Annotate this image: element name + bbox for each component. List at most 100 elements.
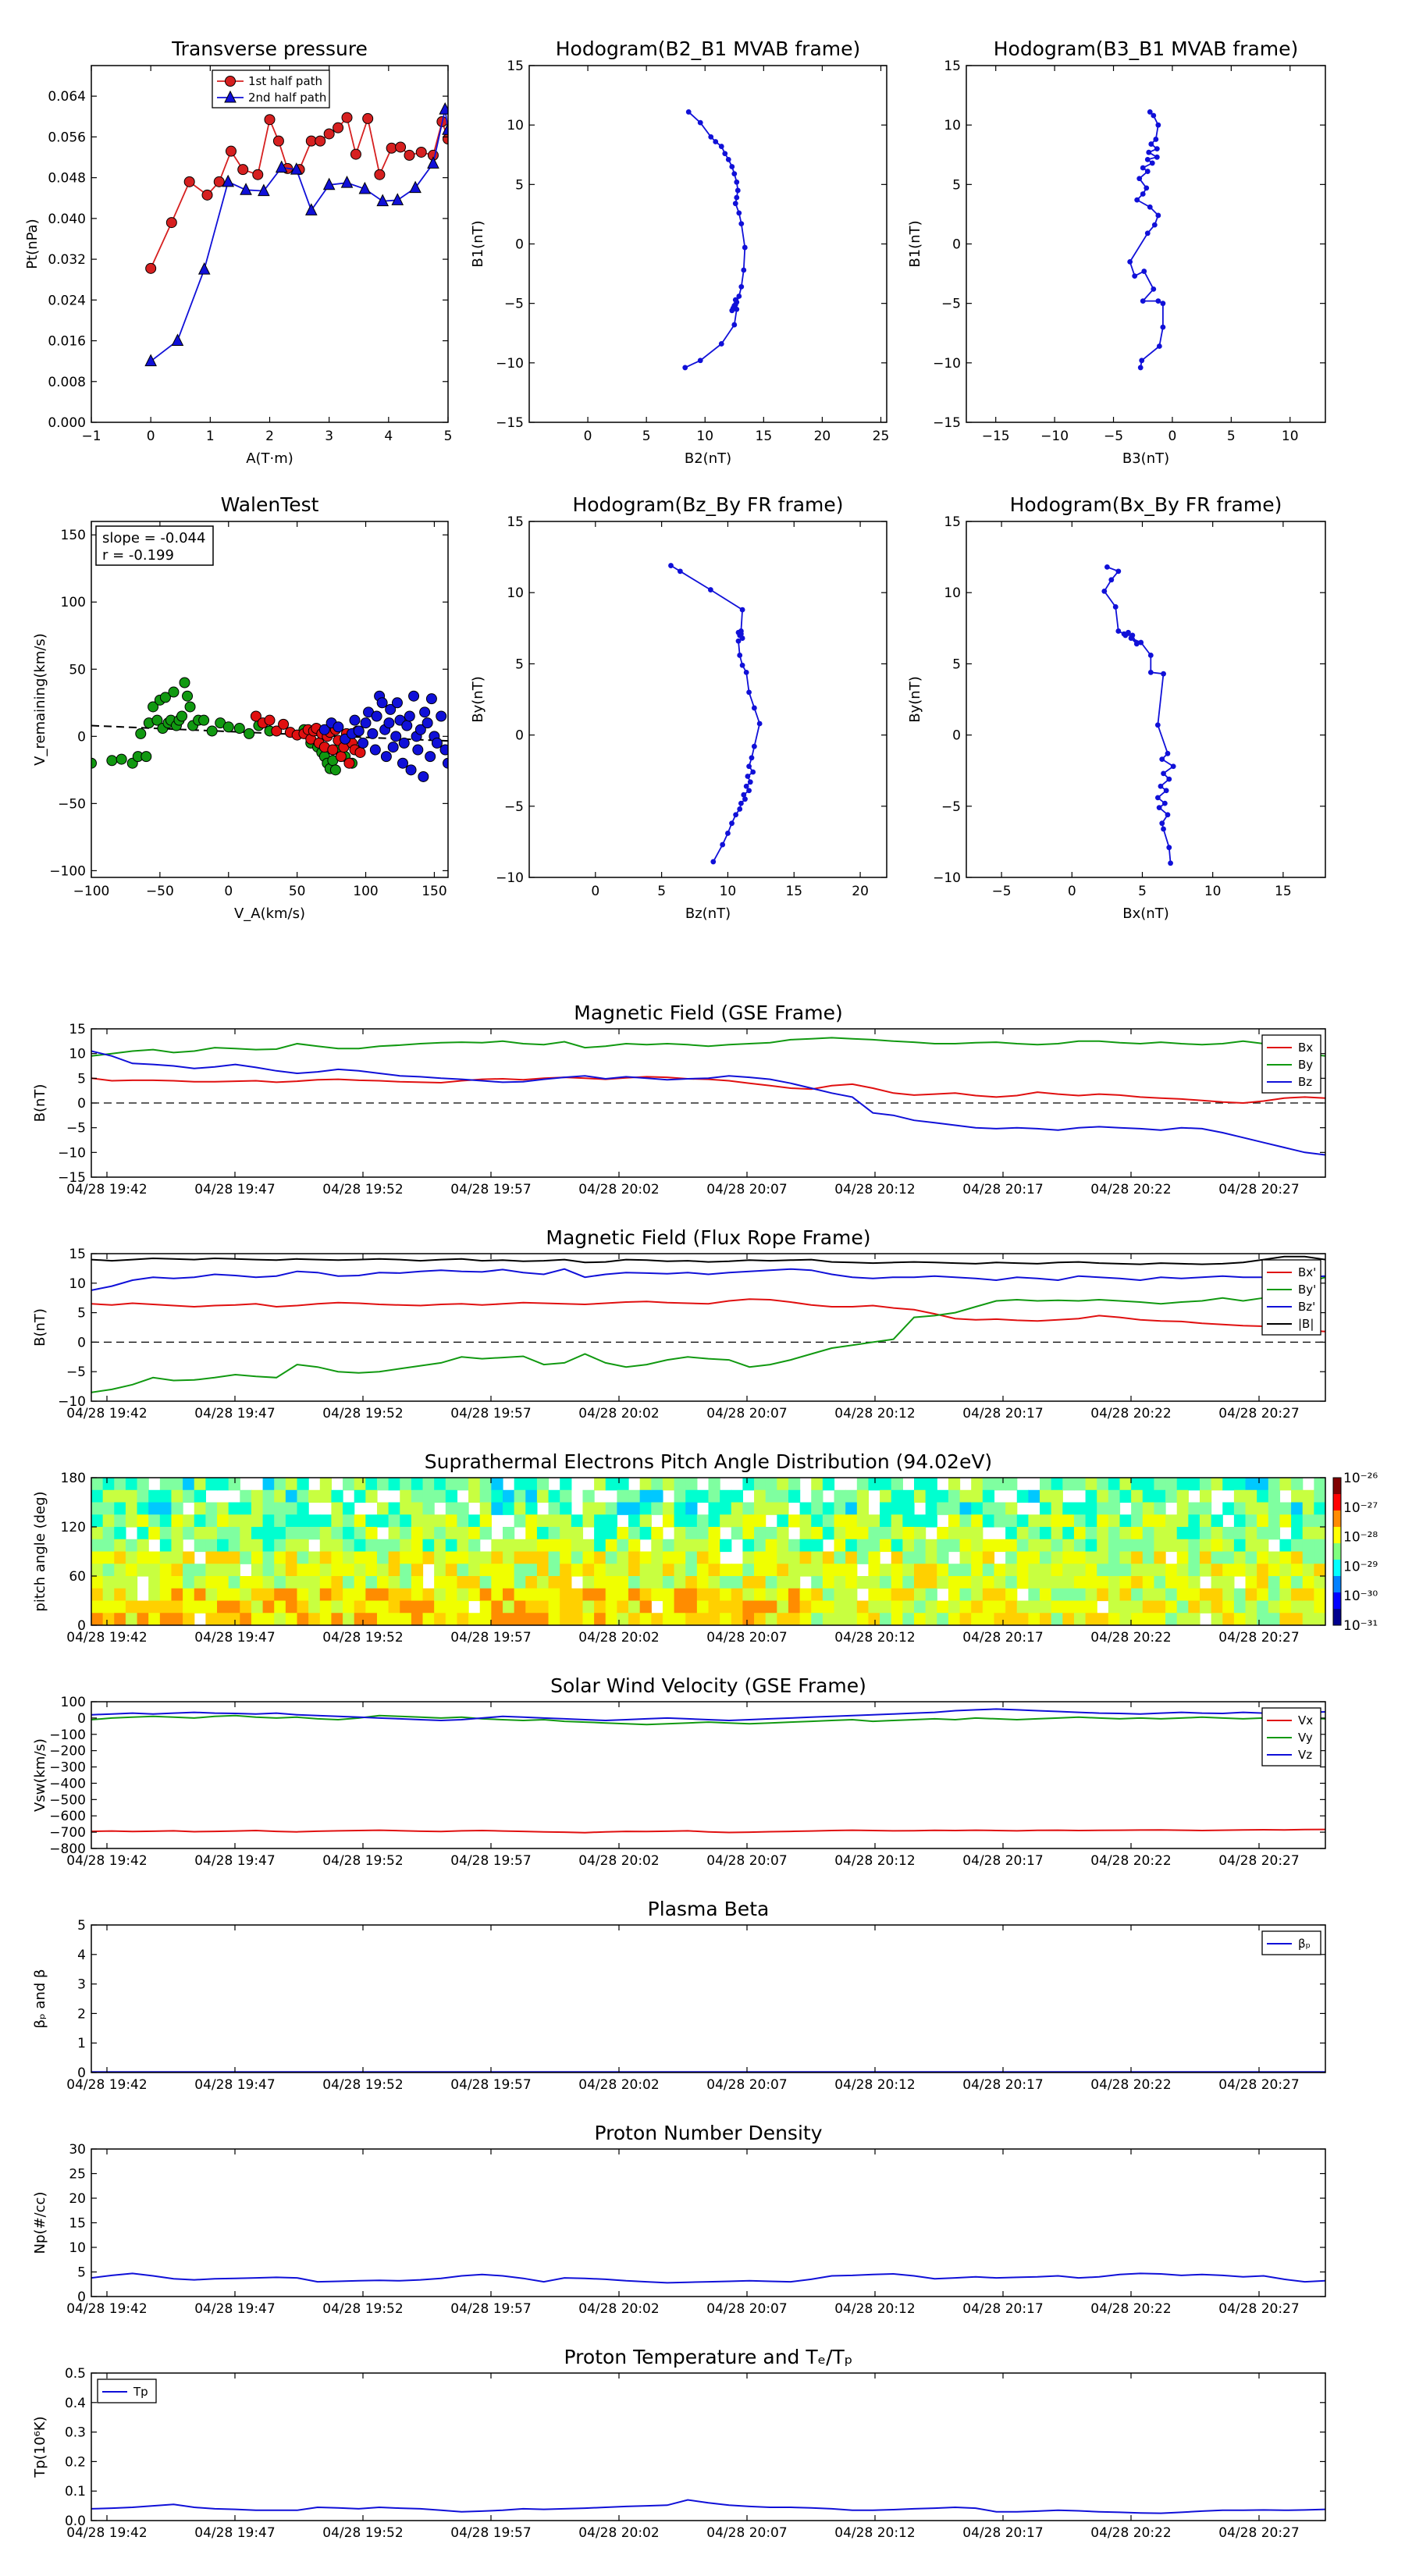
- y-tick-label: 10: [507, 585, 524, 601]
- chart-title: WalenTest: [221, 493, 319, 516]
- data-point: [736, 210, 742, 216]
- heatmap-cell: [959, 1502, 972, 1515]
- heatmap-cell: [91, 1613, 104, 1625]
- data-point: [1148, 141, 1154, 147]
- heatmap-cell: [388, 1527, 400, 1540]
- heatmap-cell: [457, 1600, 469, 1614]
- heatmap-cell: [536, 1478, 550, 1491]
- x-tick-label: 5: [657, 884, 666, 899]
- heatmap-cell: [868, 1576, 880, 1589]
- heatmap-cell: [674, 1564, 686, 1577]
- heatmap-cell: [1211, 1576, 1223, 1589]
- heatmap-cell: [148, 1527, 161, 1540]
- heatmap-cell: [1199, 1514, 1212, 1528]
- heatmap-cell: [617, 1527, 629, 1540]
- heatmap-cell: [1302, 1489, 1314, 1503]
- heatmap-cell: [331, 1539, 343, 1553]
- heatmap-cell: [1119, 1576, 1132, 1589]
- heatmap-cell: [1131, 1539, 1144, 1553]
- annotation-slope: slope = -0.044: [102, 530, 205, 546]
- heatmap-cell: [422, 1539, 435, 1553]
- heatmap-cell: [937, 1576, 949, 1589]
- y-tick-label: 0.008: [48, 375, 86, 390]
- heatmap-cell: [834, 1514, 846, 1528]
- heatmap-cell: [354, 1539, 366, 1553]
- legend-label: By: [1298, 1058, 1313, 1072]
- heatmap-cell: [914, 1576, 927, 1589]
- heatmap-cell: [251, 1576, 264, 1589]
- y-tick-label: −200: [49, 1744, 86, 1759]
- heatmap-cell: [834, 1551, 846, 1564]
- heatmap-cell: [468, 1613, 481, 1625]
- data-point: [1147, 669, 1154, 675]
- heatmap-cell: [297, 1527, 309, 1540]
- y-tick-label: 0.4: [65, 2396, 86, 2411]
- heatmap-cell: [308, 1576, 321, 1589]
- heatmap-cell: [148, 1613, 161, 1625]
- heatmap-cell: [468, 1551, 481, 1564]
- data-point: [183, 176, 195, 187]
- heatmap-cell: [1154, 1564, 1166, 1577]
- heatmap-cell: [560, 1576, 572, 1589]
- heatmap-cell: [125, 1576, 138, 1589]
- heatmap-cell: [468, 1539, 481, 1553]
- heatmap-cell: [525, 1613, 538, 1625]
- heatmap-cell: [594, 1564, 606, 1577]
- data-point: [443, 757, 448, 769]
- heatmap-cell: [1097, 1576, 1109, 1589]
- heatmap-cell: [240, 1551, 252, 1564]
- heatmap-cell: [674, 1514, 686, 1528]
- x-tick-label: 04/28 19:52: [322, 2525, 403, 2541]
- heatmap-cell: [285, 1489, 298, 1503]
- heatmap-cell: [788, 1576, 801, 1589]
- heatmap-cell: [1302, 1539, 1314, 1553]
- heatmap-cell: [1233, 1478, 1247, 1491]
- heatmap-cell: [822, 1600, 835, 1614]
- heatmap-cell: [1108, 1527, 1121, 1540]
- heatmap-cell: [925, 1478, 937, 1491]
- data-point: [349, 714, 361, 726]
- heatmap-cell: [959, 1551, 972, 1564]
- heatmap-cell: [1302, 1613, 1314, 1625]
- heatmap-cell: [1314, 1576, 1325, 1589]
- data-point: [145, 262, 157, 274]
- heatmap-cell: [274, 1576, 286, 1589]
- heatmap-cell: [1314, 1613, 1325, 1625]
- data-point: [1154, 795, 1161, 801]
- data-point: [360, 717, 372, 729]
- heatmap-cell: [548, 1613, 560, 1625]
- heatmap-cell: [525, 1600, 538, 1614]
- heatmap-cell: [685, 1600, 698, 1614]
- heatmap-cell: [125, 1551, 138, 1564]
- heatmap-cell: [685, 1576, 698, 1589]
- data-point: [278, 718, 290, 730]
- heatmap-cell: [205, 1576, 218, 1589]
- y-tick-label: 0: [77, 1335, 86, 1350]
- heatmap-cell: [503, 1576, 515, 1589]
- heatmap-cell: [308, 1564, 321, 1577]
- heatmap-cell: [422, 1527, 435, 1540]
- heatmap-cell: [159, 1539, 173, 1553]
- data-point: [1154, 146, 1160, 152]
- heatmap-cell: [262, 1478, 275, 1491]
- heatmap-cell: [1108, 1478, 1121, 1491]
- heatmap-cell: [1028, 1539, 1040, 1553]
- heatmap-cell: [811, 1551, 823, 1564]
- heatmap-cell: [525, 1576, 538, 1589]
- x-tick-label: 04/28 20:27: [1218, 1406, 1299, 1421]
- heatmap-cell: [171, 1564, 183, 1577]
- heatmap-cell: [925, 1539, 937, 1553]
- heatmap-cell: [1051, 1564, 1063, 1577]
- heatmap-cell: [422, 1588, 435, 1602]
- heatmap-cell: [822, 1613, 835, 1625]
- heatmap-cell: [891, 1527, 903, 1540]
- heatmap-cell: [1085, 1527, 1097, 1540]
- heatmap-cell: [1051, 1613, 1063, 1625]
- heatmap-cell: [1097, 1514, 1109, 1528]
- heatmap-cell: [674, 1527, 686, 1540]
- heatmap-cell: [822, 1551, 835, 1564]
- heatmap-cell: [411, 1539, 424, 1553]
- heatmap-cell: [1062, 1527, 1075, 1540]
- data-point: [743, 669, 749, 675]
- data-point: [439, 744, 448, 756]
